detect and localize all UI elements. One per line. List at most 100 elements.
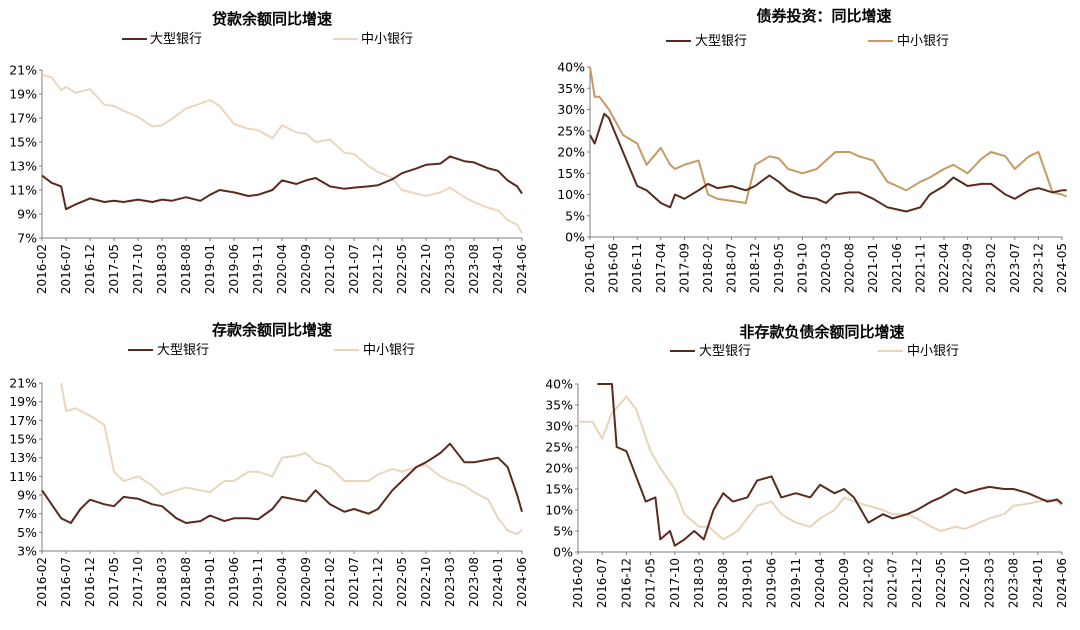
x-tick-label: 2018-08 [179,244,193,294]
x-tick-label: 2018-12 [748,243,762,293]
x-tick-label: 2017-10 [131,244,145,294]
x-tick-label: 2023-03 [443,557,457,607]
y-tick-label: 40% [545,377,573,392]
y-tick-label: 13% [9,450,37,465]
y-tick-label: 0% [553,545,573,560]
x-tick-label: 2017-05 [107,557,121,607]
x-tick-label: 2021-07 [886,558,900,608]
x-tick-label: 2018-03 [155,244,169,294]
x-tick-label: 2022-10 [958,558,972,608]
series-line-small-medium-banks [60,382,523,536]
legend-label: 大型银行 [695,34,747,49]
y-tick-label: 20% [557,145,585,160]
x-tick-label: 2019-01 [203,244,217,294]
y-tick-label: 13% [9,159,37,174]
x-tick-label: 2022-09 [961,243,975,293]
x-tick-label: 2023-03 [443,244,457,294]
x-tick-label: 2016-12 [619,558,633,608]
x-tick-label: 2016-01 [583,243,597,293]
x-tick-label: 2024-01 [1031,558,1045,608]
x-tick-label: 2021-12 [371,244,385,294]
y-tick-label: 15% [9,432,37,447]
x-tick-label: 2020-09 [299,244,313,294]
chart-title: 贷款余额同比增速 [212,10,332,28]
x-tick-label: 2023-07 [1008,243,1022,293]
y-tick-label: 19% [9,394,37,409]
y-tick-label: 15% [557,166,585,181]
x-tick-label: 2019-10 [795,243,809,293]
x-tick-label: 2024-01 [491,557,505,607]
x-tick-label: 2016-11 [630,243,644,293]
x-tick-label: 2017-10 [668,558,682,608]
y-tick-label: 19% [9,87,37,102]
x-tick-label: 2016-02 [35,244,49,294]
x-tick-label: 2024-06 [515,244,529,294]
x-tick-label: 2019-06 [765,558,779,608]
x-tick-label: 2021-07 [347,557,361,607]
chart-title: 债券投资：同比增速 [756,7,891,25]
legend-label: 大型银行 [699,344,751,359]
x-tick-label: 2017-05 [107,244,121,294]
x-tick-label: 2017-05 [644,558,658,608]
x-tick-label: 2023-02 [984,243,998,293]
x-tick-label: 2022-05 [395,557,409,607]
series-line-large-banks [597,383,1063,547]
x-tick-label: 2023-08 [467,244,481,294]
series-line-small-medium-banks [578,395,1063,541]
y-tick-label: 17% [9,413,37,428]
x-tick-label: 2016-07 [595,558,609,608]
x-tick-label: 2018-02 [701,243,715,293]
x-tick-label: 2017-10 [131,557,145,607]
y-tick-label: 30% [557,102,585,117]
y-tick-label: 7% [17,231,37,246]
x-tick-label: 2020-09 [837,558,851,608]
legend-label: 中小银行 [361,32,413,47]
x-tick-label: 2023-08 [467,557,481,607]
x-tick-label: 2018-08 [716,558,730,608]
y-tick-label: 15% [9,135,37,150]
x-tick-label: 2022-04 [937,243,951,293]
x-tick-label: 2021-12 [371,557,385,607]
y-tick-label: 15% [545,482,573,497]
x-tick-label: 2019-11 [251,244,265,294]
x-tick-label: 2018-03 [155,557,169,607]
x-tick-label: 2021-07 [347,244,361,294]
x-tick-label: 2019-06 [227,244,241,294]
y-tick-label: 11% [9,469,37,484]
y-tick-label: 25% [557,123,585,138]
y-tick-label: 3% [17,544,37,559]
x-tick-label: 2017-04 [654,243,668,293]
y-tick-label: 21% [9,63,37,78]
x-tick-label: 2020-08 [843,243,857,293]
series-line-large-banks [41,442,523,524]
y-tick-label: 20% [545,461,573,476]
x-tick-label: 2018-08 [179,557,193,607]
x-tick-label: 2019-05 [772,243,786,293]
y-tick-label: 5% [17,525,37,540]
y-tick-label: 10% [545,503,573,518]
x-tick-label: 2022-10 [419,244,433,294]
y-tick-label: 5% [553,524,573,539]
x-tick-label: 2022-05 [934,558,948,608]
x-tick-label: 2016-06 [607,243,621,293]
legend-label: 中小银行 [363,343,415,358]
x-tick-label: 2016-12 [83,557,97,607]
x-tick-label: 2021-12 [910,558,924,608]
x-tick-label: 2024-06 [515,557,529,607]
x-tick-label: 2021-06 [890,243,904,293]
x-tick-label: 2023-12 [1031,243,1045,293]
y-tick-label: 21% [9,376,37,391]
y-tick-label: 11% [9,183,37,198]
x-tick-label: 2019-11 [789,558,803,608]
y-tick-label: 5% [565,208,585,223]
x-tick-label: 2016-02 [35,557,49,607]
x-tick-label: 2020-04 [275,557,289,607]
x-tick-label: 2017-09 [677,243,691,293]
y-tick-label: 9% [17,488,37,503]
x-tick-label: 2021-02 [323,557,337,607]
x-tick-label: 2020-09 [299,557,313,607]
